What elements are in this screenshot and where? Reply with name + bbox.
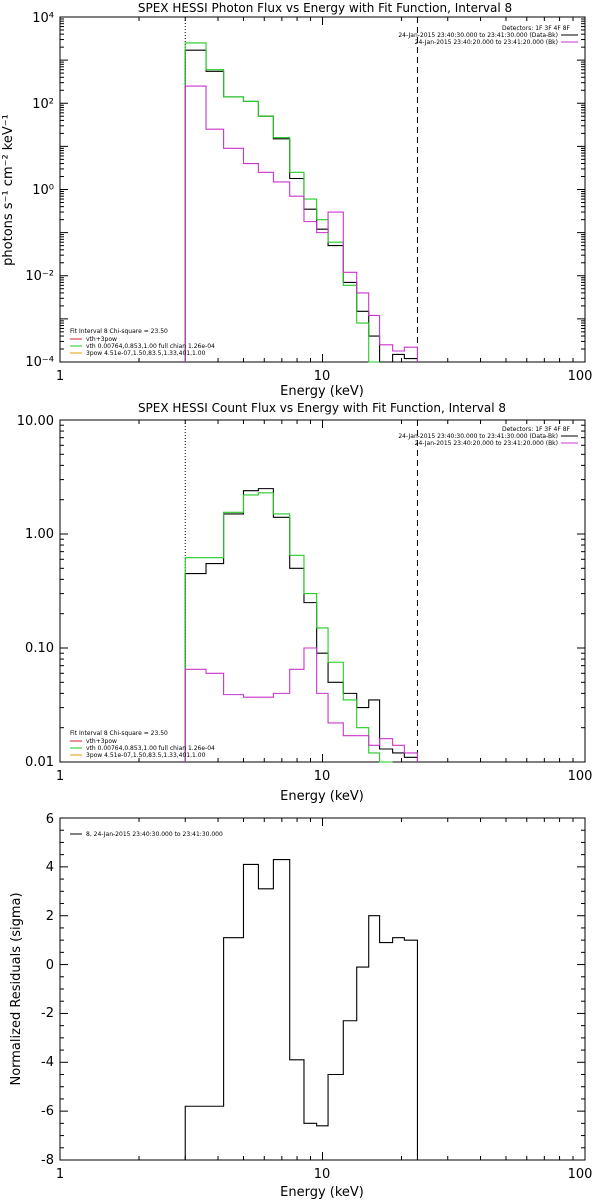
residuals-plot-frame [59,817,586,1161]
count-x-tick-label: 1 [56,769,64,784]
series-1-step-line [184,42,380,363]
count-x-tick-labels: 1 10 100 [56,769,593,784]
residuals-axis-ticks [59,817,585,1161]
residuals-y-tick-label: -8 [41,1153,54,1168]
residuals-y-tick-label: -2 [41,1006,54,1021]
count-x-axis-label: Energy (keV) [280,789,364,804]
count-x-tick-label: 100 [568,769,593,784]
count-fit-header: Fit Interval 8 Chi-square = 23.50 [70,730,168,737]
series-0-step-line [184,49,419,363]
photon-fit-entry: 3pow 4.51e-07,1.50,83.5,1.33,401,1.00 [86,350,206,357]
photon-legend-fit: Fit Interval 8 Chi-square = 23.50 vth+3p… [70,328,215,357]
count-energy-markers [184,420,418,762]
photon-x-tick-labels: 1 10 100 [56,369,593,384]
series-2-step-line [184,85,419,362]
residuals-y-tick-labels: -8 -6 -4 -2 0 2 4 6 [41,812,54,1168]
count-chart-title: SPEX HESSI Count Flux vs Energy with Fit… [138,401,506,415]
photon-chart-title: SPEX HESSI Photon Flux vs Energy with Fi… [138,1,512,15]
residuals-x-tick-label: 10 [314,1167,331,1182]
residuals-y-tick-label: -6 [41,1104,54,1119]
photon-y-tick-label: 10⁻² [25,269,54,284]
count-legend-header: Detectors: 1F 3F 4F 8F [502,426,571,433]
photon-x-tick-label: 10 [314,369,331,384]
count-fit-entry: vth+3pow [86,738,117,745]
count-y-tick-label: 0.10 [25,641,54,656]
photon-fit-entry: vth+3pow [86,336,117,343]
photon-axis-ticks [59,17,585,363]
series-2-step-line [184,647,419,762]
residuals-legend: 8, 24-Jan-2015 23:40:30.000 to 23:41:30.… [70,831,223,838]
count-y-tick-label: 10.00 [17,414,54,429]
photon-series-group [184,42,419,363]
photon-flux-panel: SPEX HESSI Photon Flux vs Energy with Fi… [1,1,592,399]
count-plot-frame [59,419,586,763]
photon-y-tick-label: 10² [32,97,54,112]
count-x-tick-label: 10 [314,769,331,784]
photon-x-axis-label: Energy (keV) [280,384,364,399]
residuals-y-tick-label: 4 [46,860,54,875]
residuals-panel: -8 -6 -4 -2 0 2 4 6 1 10 100 Energy (keV… [9,812,592,1200]
residuals-y-tick-label: -4 [41,1055,54,1070]
photon-fit-header: Fit Interval 8 Chi-square = 23.50 [70,328,168,335]
residuals-y-tick-label: 0 [46,958,54,973]
residuals-x-tick-label: 100 [568,1167,593,1182]
residuals-y-axis-label: Normalized Residuals (sigma) [9,892,24,1085]
photon-y-tick-label: 10⁴ [32,11,54,26]
series-0-step-line [184,488,419,762]
residuals-x-tick-label: 1 [56,1167,64,1182]
photon-legend-entry: 24-Jan-2015 23:40:30.000 to 23:41:30.000… [398,32,558,39]
count-y-tick-label: 0.01 [25,755,54,770]
series-0-step-line [184,858,419,1160]
series-1-step-line [184,492,393,763]
photon-y-tick-label: 10⁻⁴ [25,355,54,370]
residuals-x-tick-labels: 1 10 100 [56,1167,593,1182]
residuals-x-axis-label: Energy (keV) [280,1185,364,1200]
residuals-y-tick-label: 2 [46,909,54,924]
photon-legend-entry: 24-Jan-2015 23:40:20.000 to 23:41:20.000… [415,39,558,46]
photon-y-tick-label: 10⁰ [32,183,54,198]
count-y-tick-labels: 0.01 0.10 1.00 10.00 [17,414,54,770]
photon-x-tick-label: 1 [56,369,64,384]
residuals-y-tick-label: 6 [46,812,54,827]
residuals-legend-entry: 8, 24-Jan-2015 23:40:30.000 to 23:41:30.… [86,831,223,838]
count-fit-entry: vth 0.00764,0.853,1.00 full chian 1.26e-… [86,745,215,752]
residuals-series-group [184,858,419,1160]
count-fit-entry: 3pow 4.51e-07,1.50,83.5,1.33,401,1.00 [86,752,206,759]
photon-legend-header: Detectors: 1F 3F 4F 8F [502,25,571,32]
photon-y-tick-labels: 10⁻⁴ 10⁻² 10⁰ 10² 10⁴ [25,11,54,370]
count-legend-top: Detectors: 1F 3F 4F 8F 24-Jan-2015 23:40… [398,426,578,447]
count-flux-panel: SPEX HESSI Count Flux vs Energy with Fit… [17,401,593,804]
count-legend-entry: 24-Jan-2015 23:40:20.000 to 23:41:20.000… [415,440,558,447]
photon-fit-entry: vth 0.00764,0.853,1.00 full chian 1.26e-… [86,343,215,350]
count-y-tick-label: 1.00 [25,527,54,542]
photon-x-tick-label: 100 [568,369,593,384]
count-legend-entry: 24-Jan-2015 23:40:30.000 to 23:41:30.000… [398,433,558,440]
count-legend-fit: Fit Interval 8 Chi-square = 23.50 vth+3p… [70,730,215,759]
count-axis-ticks [59,420,585,763]
photon-y-axis-label: photons s⁻¹ cm⁻² keV⁻¹ [1,114,16,266]
photon-energy-markers [184,17,418,362]
photon-plot-frame [59,16,586,363]
count-series-group [184,488,419,763]
photon-legend-top: Detectors: 1F 3F 4F 8F 24-Jan-2015 23:40… [398,25,578,46]
